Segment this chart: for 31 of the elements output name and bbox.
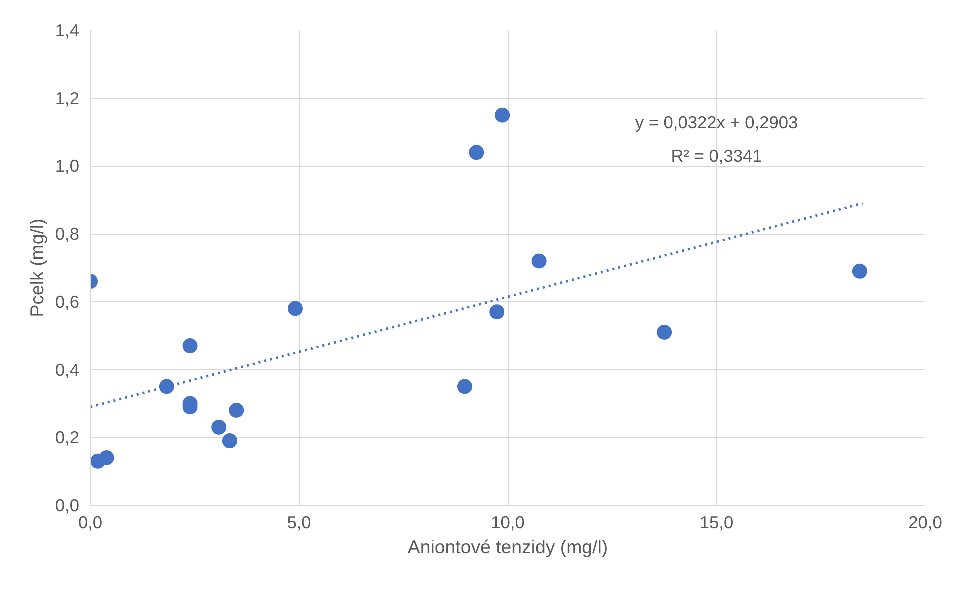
annotation: y = 0,0322x + 0,2903 <box>635 112 798 132</box>
x-axis-title: Aniontové tenzidy (mg/l) <box>408 536 608 558</box>
point <box>159 379 174 394</box>
point <box>495 108 510 123</box>
point <box>99 450 114 466</box>
y-tick-label: 1,0 <box>55 156 80 176</box>
point <box>457 379 472 394</box>
point <box>229 403 244 418</box>
point <box>212 420 227 435</box>
point <box>852 264 868 279</box>
y-tick-label: 1,2 <box>55 88 80 108</box>
y-tick-label: 0,8 <box>55 224 80 244</box>
point <box>288 301 303 316</box>
point <box>182 338 198 354</box>
y-axis-title: Pcelk (mg/l) <box>26 218 48 318</box>
y-tick-label: 0,2 <box>55 428 80 448</box>
point <box>222 434 238 449</box>
point <box>469 145 484 160</box>
point <box>490 304 505 320</box>
x-tick-label: 5,0 <box>287 512 312 532</box>
x-tick-label: 0,0 <box>78 512 103 532</box>
x-tick-label: 15,0 <box>700 512 734 532</box>
y-tick-label: 0,0 <box>55 496 80 516</box>
annotation: R² = 0,3341 <box>671 146 762 166</box>
point <box>532 254 547 269</box>
point <box>657 324 672 340</box>
x-tick-label: 10,0 <box>491 512 525 532</box>
y-tick-label: 0,4 <box>55 360 80 380</box>
y-tick-label: 1,4 <box>55 20 80 40</box>
y-tick-label: 0,6 <box>55 292 80 312</box>
x-tick-label: 20,0 <box>908 512 942 532</box>
